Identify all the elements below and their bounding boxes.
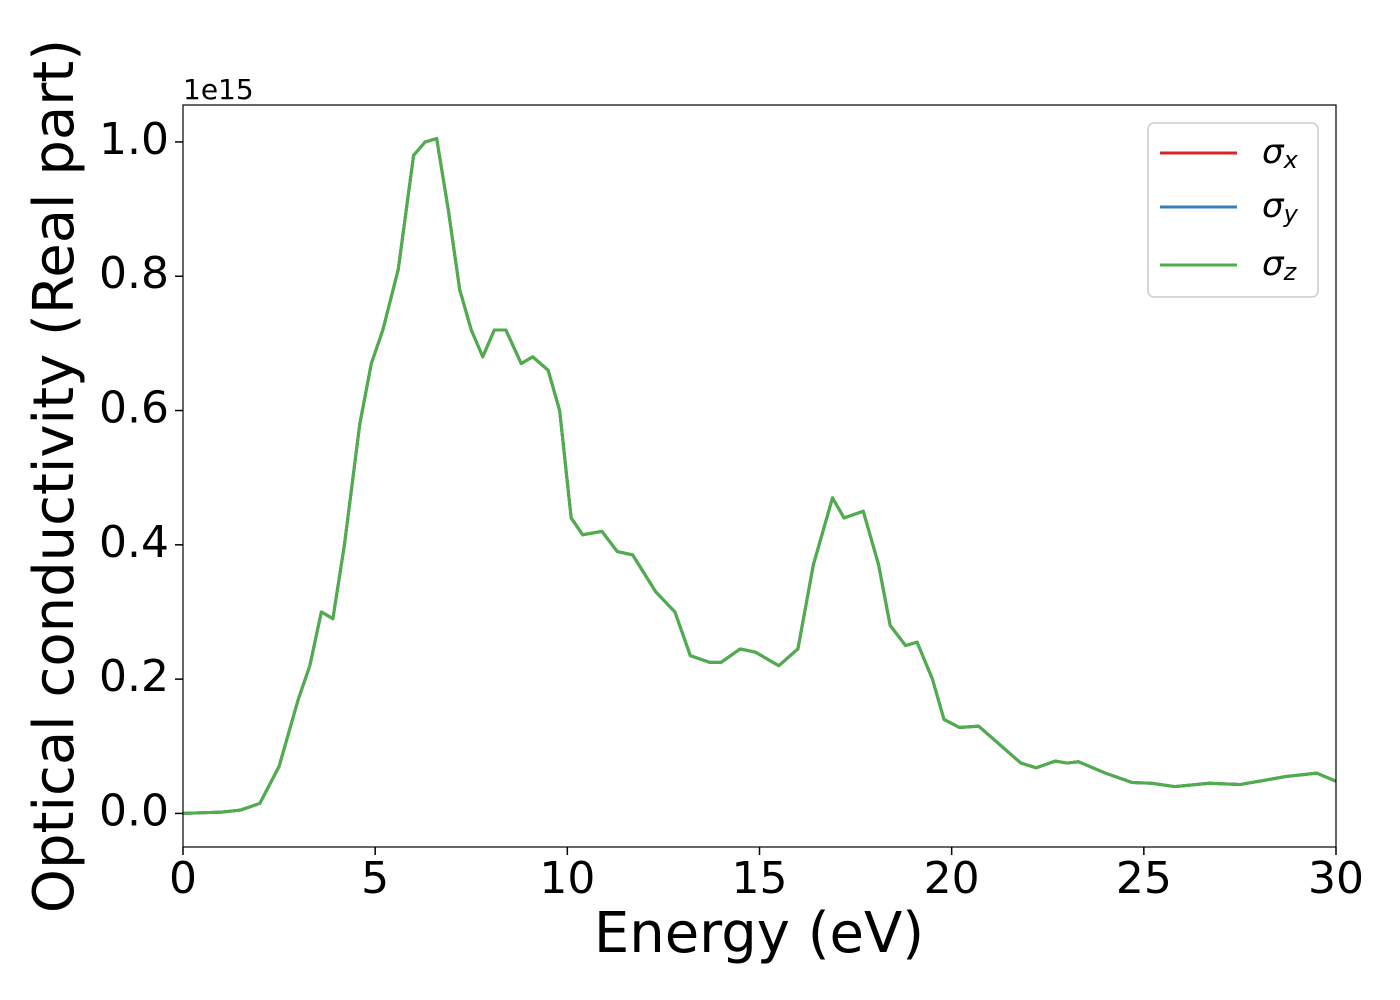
legend-label: σx: [1262, 132, 1299, 175]
offset-label: 1e15: [183, 73, 254, 106]
y-axis-label: Optical conductivity (Real part): [22, 39, 87, 913]
series-line: [183, 137, 1336, 815]
legend-label: σz: [1262, 244, 1298, 287]
y-tick-label: 0.2: [99, 651, 169, 702]
x-tick-label: 30: [1308, 853, 1364, 904]
y-tick-label: 0.8: [99, 248, 169, 299]
x-tick-label: 25: [1116, 853, 1172, 904]
x-tick-label: 20: [924, 853, 980, 904]
y-tick-label: 0.4: [99, 517, 169, 568]
y-tick-label: 0.6: [99, 383, 169, 434]
y-tick-label: 1.0: [99, 114, 169, 165]
legend-box: [1147, 122, 1319, 298]
x-tick-label: 15: [732, 853, 788, 904]
x-tick-label: 5: [361, 853, 389, 904]
x-axis-label: Energy (eV): [594, 901, 924, 966]
plot-frame: [182, 104, 1337, 848]
x-tick-label: 10: [539, 853, 595, 904]
x-tick-label: 0: [169, 853, 197, 904]
y-tick-label: 0.0: [99, 785, 169, 836]
legend-label: σy: [1262, 186, 1299, 229]
